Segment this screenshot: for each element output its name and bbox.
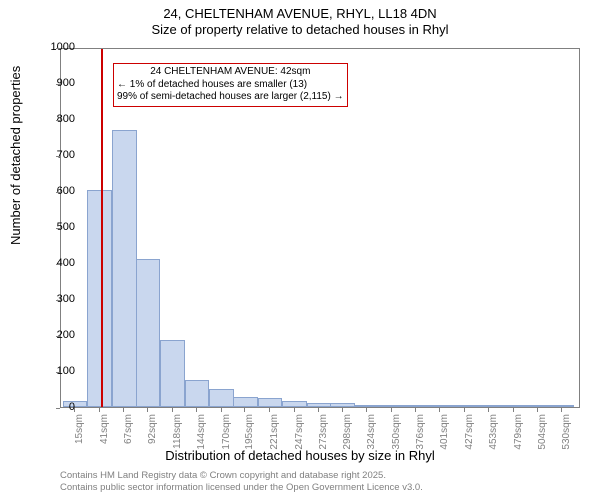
x-tick-label: 427sqm bbox=[464, 414, 475, 454]
x-tick-label: 195sqm bbox=[244, 414, 255, 454]
x-tick-mark bbox=[221, 408, 222, 412]
x-tick-mark bbox=[269, 408, 270, 412]
histogram-bar bbox=[550, 405, 575, 407]
x-tick-label: 118sqm bbox=[172, 414, 183, 454]
x-tick-mark bbox=[196, 408, 197, 412]
y-tick-label: 700 bbox=[25, 149, 75, 161]
x-tick-mark bbox=[415, 408, 416, 412]
annotation-line: 99% of semi-detached houses are larger (… bbox=[117, 91, 344, 104]
x-tick-label: 453sqm bbox=[488, 414, 499, 454]
histogram-bar bbox=[160, 340, 185, 407]
y-tick-mark bbox=[56, 120, 60, 121]
x-tick-label: 41sqm bbox=[99, 414, 110, 454]
y-tick-label: 500 bbox=[25, 221, 75, 233]
x-tick-mark bbox=[342, 408, 343, 412]
y-tick-mark bbox=[56, 300, 60, 301]
y-tick-mark bbox=[56, 192, 60, 193]
histogram-bar bbox=[452, 405, 477, 407]
x-tick-label: 376sqm bbox=[415, 414, 426, 454]
histogram-bar bbox=[112, 130, 137, 407]
y-tick-label: 100 bbox=[25, 365, 75, 377]
y-tick-mark bbox=[56, 372, 60, 373]
x-tick-mark bbox=[318, 408, 319, 412]
y-tick-mark bbox=[56, 48, 60, 49]
x-tick-mark bbox=[123, 408, 124, 412]
histogram-bar bbox=[380, 405, 405, 407]
histogram-bar bbox=[525, 405, 550, 407]
y-tick-mark bbox=[56, 408, 60, 409]
histogram-bar bbox=[209, 389, 234, 407]
histogram-bar bbox=[477, 405, 502, 407]
x-tick-label: 298sqm bbox=[342, 414, 353, 454]
attribution-line-2: Contains public sector information licen… bbox=[60, 482, 423, 494]
histogram-bar bbox=[428, 405, 453, 407]
x-tick-label: 67sqm bbox=[123, 414, 134, 454]
histogram-bar bbox=[136, 259, 161, 407]
x-tick-mark bbox=[294, 408, 295, 412]
y-tick-mark bbox=[56, 156, 60, 157]
attribution-line-1: Contains HM Land Registry data © Crown c… bbox=[60, 470, 423, 482]
y-tick-label: 600 bbox=[25, 185, 75, 197]
x-tick-mark bbox=[513, 408, 514, 412]
x-tick-mark bbox=[391, 408, 392, 412]
annotation-line: 24 CHELTENHAM AVENUE: 42sqm bbox=[117, 66, 344, 79]
x-tick-label: 530sqm bbox=[561, 414, 572, 454]
y-tick-mark bbox=[56, 336, 60, 337]
x-tick-mark bbox=[74, 408, 75, 412]
histogram-bar bbox=[330, 403, 355, 407]
histogram-plot: 24 CHELTENHAM AVENUE: 42sqm← 1% of detac… bbox=[60, 48, 580, 408]
histogram-bar bbox=[258, 398, 283, 407]
x-tick-label: 92sqm bbox=[147, 414, 158, 454]
page-subtitle: Size of property relative to detached ho… bbox=[0, 22, 600, 37]
x-tick-label: 479sqm bbox=[513, 414, 524, 454]
x-tick-label: 504sqm bbox=[537, 414, 548, 454]
x-tick-label: 221sqm bbox=[269, 414, 280, 454]
y-axis-label: Number of detached properties bbox=[8, 66, 23, 245]
x-tick-mark bbox=[488, 408, 489, 412]
x-tick-mark bbox=[439, 408, 440, 412]
y-tick-label: 0 bbox=[25, 401, 75, 413]
y-tick-mark bbox=[56, 228, 60, 229]
histogram-bar bbox=[502, 405, 527, 407]
x-tick-label: 273sqm bbox=[318, 414, 329, 454]
histogram-bar bbox=[307, 403, 332, 407]
y-tick-label: 200 bbox=[25, 329, 75, 341]
x-tick-label: 350sqm bbox=[391, 414, 402, 454]
x-tick-mark bbox=[99, 408, 100, 412]
y-tick-label: 800 bbox=[25, 113, 75, 125]
y-tick-label: 1000 bbox=[25, 41, 75, 53]
histogram-bar bbox=[185, 380, 210, 407]
y-tick-mark bbox=[56, 84, 60, 85]
x-tick-mark bbox=[244, 408, 245, 412]
x-tick-label: 247sqm bbox=[294, 414, 305, 454]
x-tick-label: 170sqm bbox=[221, 414, 232, 454]
x-tick-mark bbox=[537, 408, 538, 412]
y-tick-label: 400 bbox=[25, 257, 75, 269]
histogram-bar bbox=[355, 405, 380, 407]
y-tick-mark bbox=[56, 264, 60, 265]
histogram-bar bbox=[282, 401, 307, 407]
x-tick-mark bbox=[464, 408, 465, 412]
x-tick-mark bbox=[147, 408, 148, 412]
annotation-line: ← 1% of detached houses are smaller (13) bbox=[117, 79, 344, 92]
y-tick-label: 300 bbox=[25, 293, 75, 305]
y-tick-label: 900 bbox=[25, 77, 75, 89]
histogram-bar bbox=[404, 405, 429, 407]
x-tick-label: 144sqm bbox=[196, 414, 207, 454]
x-tick-label: 15sqm bbox=[74, 414, 85, 454]
x-tick-label: 401sqm bbox=[439, 414, 450, 454]
x-tick-mark bbox=[172, 408, 173, 412]
x-tick-mark bbox=[561, 408, 562, 412]
property-marker-line bbox=[101, 49, 103, 407]
x-tick-mark bbox=[366, 408, 367, 412]
page-title: 24, CHELTENHAM AVENUE, RHYL, LL18 4DN bbox=[0, 6, 600, 21]
annotation-box: 24 CHELTENHAM AVENUE: 42sqm← 1% of detac… bbox=[113, 63, 348, 107]
histogram-bar bbox=[233, 397, 258, 407]
x-tick-label: 324sqm bbox=[366, 414, 377, 454]
